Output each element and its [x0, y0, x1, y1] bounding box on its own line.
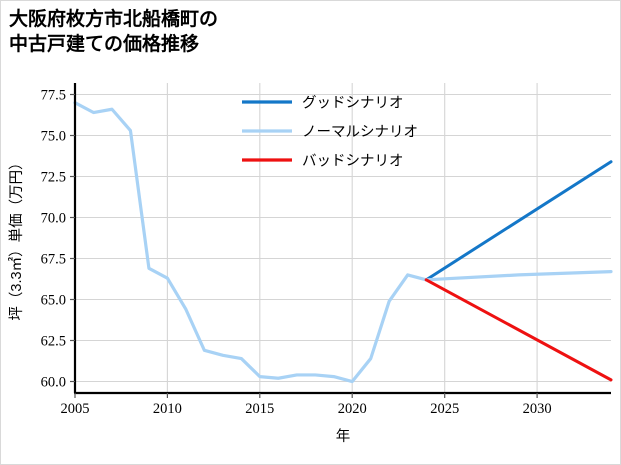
y-tick-label: 77.5 — [41, 88, 66, 104]
series-line — [73, 101, 613, 384]
x-axis-ticks: 2005 2010 2015 2020 2025 2030 — [61, 393, 552, 417]
grid-lines — [74, 83, 611, 393]
x-tick-label: 2010 — [153, 401, 182, 417]
series-lines — [73, 101, 613, 384]
legend-label: グッドシナリオ — [302, 95, 404, 112]
legend-label: バッドシナリオ — [302, 154, 404, 170]
y-axis-title: 坪（3.3㎡）単価（万円） — [8, 155, 25, 320]
y-tick-label: 60.0 — [41, 375, 66, 391]
x-tick-label: 2025 — [430, 401, 459, 417]
series-line — [424, 160, 613, 282]
x-tick-label: 2020 — [338, 401, 367, 417]
x-tick-label: 2005 — [61, 401, 90, 417]
y-tick-label: 65.0 — [41, 293, 66, 309]
y-tick-label: 67.5 — [41, 252, 66, 268]
x-tick-label: 2030 — [523, 401, 552, 417]
y-tick-label: 70.0 — [41, 211, 66, 227]
y-tick-label: 75.0 — [41, 129, 66, 145]
y-tick-label: 72.5 — [41, 170, 66, 186]
x-tick-label: 2015 — [245, 401, 274, 417]
y-axis-ticks: 60.0 62.5 65.0 67.5 70.0 72.5 75.0 77.5 — [41, 88, 75, 391]
legend-label: ノーマルシナリオ — [302, 125, 418, 141]
x-axis-title: 年 — [336, 428, 351, 445]
chart-title: 大阪府枚方市北船橋町の 中古戸建ての価格推移 — [9, 9, 219, 56]
series-line — [424, 278, 613, 382]
y-tick-label: 62.5 — [41, 334, 66, 350]
